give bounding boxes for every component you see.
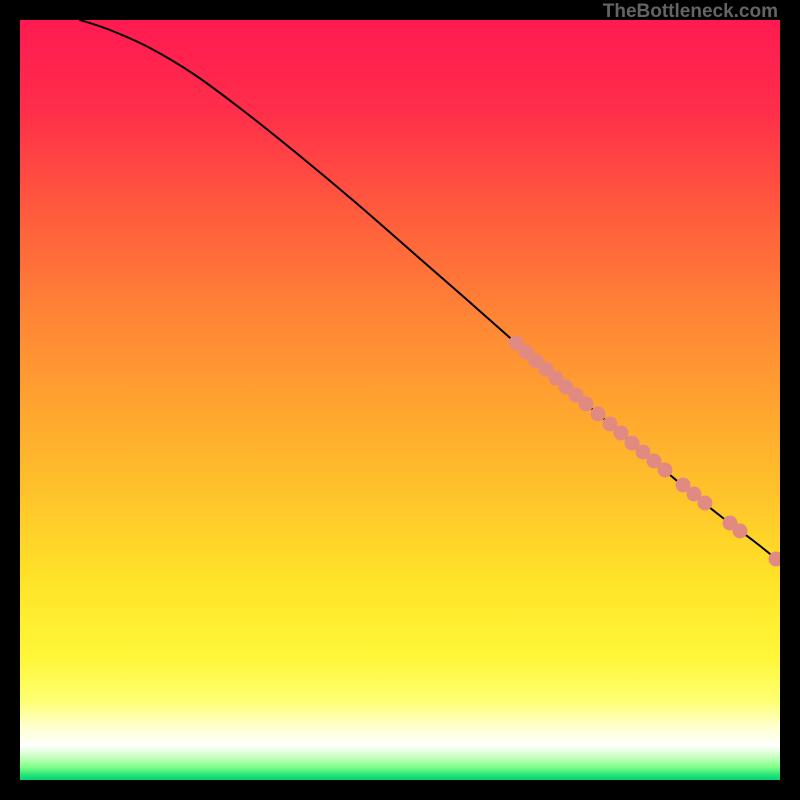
chart-frame: TheBottleneck.com — [0, 0, 800, 800]
data-point — [658, 463, 673, 478]
data-point — [579, 397, 594, 412]
gradient-background — [20, 20, 780, 780]
attribution-label: TheBottleneck.com — [603, 2, 778, 21]
data-point — [733, 524, 748, 539]
chart-plot — [20, 20, 780, 780]
data-point — [698, 496, 713, 511]
data-point — [591, 407, 606, 422]
